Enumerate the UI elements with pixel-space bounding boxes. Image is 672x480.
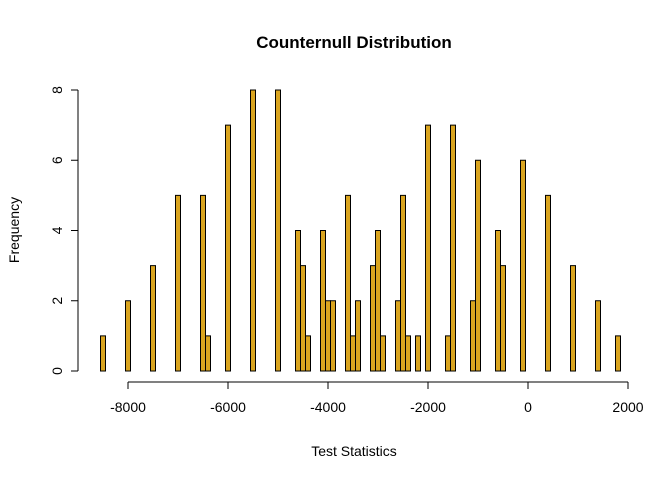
histogram-bar (425, 124, 431, 372)
x-tick-label: -2000 (410, 399, 446, 415)
y-axis-label: Frequency (6, 197, 22, 263)
y-axis: 0 2 4 6 8 (49, 86, 79, 375)
histogram-bar (200, 194, 206, 372)
histogram-bar (400, 194, 406, 372)
histogram-bar (445, 335, 451, 372)
histogram-bar (500, 265, 506, 372)
chart-title: Counternull Distribution (256, 33, 451, 52)
bars-group (100, 89, 621, 372)
histogram-bar (225, 124, 231, 372)
histogram-bar (475, 159, 481, 372)
histogram-bar (405, 335, 411, 372)
histogram-bar (375, 230, 381, 372)
histogram-bar (370, 265, 376, 372)
x-tick-label: -6000 (210, 399, 246, 415)
x-axis: -8000 -6000 -4000 -2000 0 2000 (110, 381, 644, 415)
x-axis-label: Test Statistics (311, 443, 397, 459)
y-tick-label: 6 (49, 156, 65, 164)
histogram-bar (175, 194, 181, 372)
histogram-bar (570, 265, 576, 372)
histogram-bar (545, 194, 551, 372)
histogram-bar (205, 335, 211, 372)
histogram-bar (125, 300, 131, 372)
histogram-bar (470, 300, 476, 372)
histogram-bar (380, 335, 386, 372)
histogram-bar (250, 89, 256, 372)
histogram-bar (595, 300, 601, 372)
histogram-bar (275, 89, 281, 372)
histogram-bar (330, 300, 336, 372)
x-tick-label: 0 (524, 399, 532, 415)
x-tick-label: -4000 (310, 399, 346, 415)
y-tick-label: 2 (49, 297, 65, 305)
histogram-bar (300, 265, 306, 372)
histogram-bar (150, 265, 156, 372)
histogram-bar (615, 335, 621, 372)
y-tick-label: 4 (49, 226, 65, 234)
histogram-bar (395, 300, 401, 372)
histogram-bar (295, 230, 301, 372)
x-tick-label: -8000 (110, 399, 146, 415)
histogram-bar (345, 194, 351, 372)
histogram-bar (100, 335, 106, 372)
histogram-bar (450, 124, 456, 372)
histogram-bar (495, 230, 501, 372)
histogram-bar (350, 335, 356, 372)
histogram-bar (415, 335, 421, 372)
histogram-bar (305, 335, 311, 372)
histogram-bar (320, 230, 326, 372)
histogram-bar (520, 159, 526, 372)
y-tick-label: 8 (49, 86, 65, 94)
y-tick-label: 0 (49, 367, 65, 375)
x-tick-label: 2000 (612, 399, 643, 415)
histogram-bar (355, 300, 361, 372)
histogram-bar (325, 300, 331, 372)
